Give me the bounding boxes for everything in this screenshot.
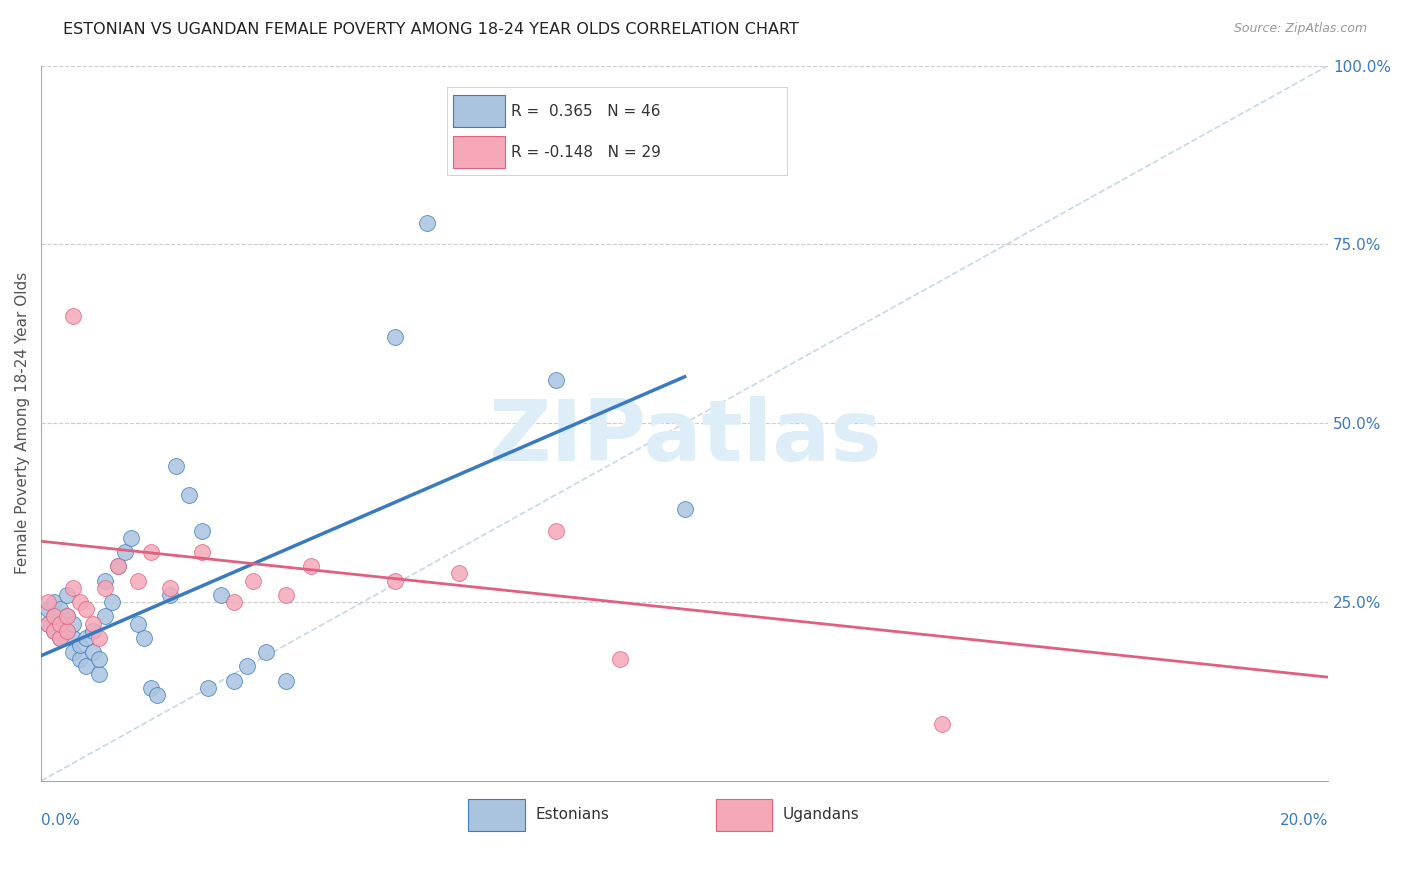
Point xyxy=(242,574,264,588)
Point xyxy=(224,673,246,688)
Point xyxy=(82,645,104,659)
Point xyxy=(62,631,84,645)
Point xyxy=(299,559,322,574)
Point xyxy=(274,673,297,688)
Point xyxy=(101,595,124,609)
Point xyxy=(49,631,72,645)
Point xyxy=(165,459,187,474)
Point xyxy=(37,602,59,616)
Point xyxy=(87,666,110,681)
Point xyxy=(62,616,84,631)
Point xyxy=(42,624,65,638)
Point xyxy=(94,581,117,595)
Point xyxy=(56,609,79,624)
Point xyxy=(49,616,72,631)
Point xyxy=(236,659,259,673)
Point xyxy=(416,216,439,230)
Point xyxy=(42,624,65,638)
Point xyxy=(139,681,162,695)
Point xyxy=(37,595,59,609)
Point xyxy=(179,488,201,502)
Point xyxy=(159,581,181,595)
Point xyxy=(224,595,246,609)
Point xyxy=(75,631,97,645)
Point xyxy=(82,616,104,631)
Point xyxy=(49,616,72,631)
Text: Source: ZipAtlas.com: Source: ZipAtlas.com xyxy=(1233,22,1367,36)
Point xyxy=(69,638,91,652)
Text: 20.0%: 20.0% xyxy=(1279,814,1329,828)
Point xyxy=(384,574,406,588)
Point xyxy=(107,559,129,574)
Point xyxy=(254,645,277,659)
Point xyxy=(75,659,97,673)
Y-axis label: Female Poverty Among 18-24 Year Olds: Female Poverty Among 18-24 Year Olds xyxy=(15,272,30,574)
Point xyxy=(82,624,104,638)
Point xyxy=(56,624,79,638)
Point xyxy=(139,545,162,559)
Point xyxy=(191,545,214,559)
Point xyxy=(75,602,97,616)
Point xyxy=(127,616,149,631)
Point xyxy=(49,602,72,616)
Point xyxy=(132,631,155,645)
Point xyxy=(69,595,91,609)
Point xyxy=(56,624,79,638)
Point xyxy=(56,609,79,624)
Point xyxy=(87,652,110,666)
Point xyxy=(127,574,149,588)
Point xyxy=(94,609,117,624)
Point xyxy=(544,373,567,387)
Point xyxy=(673,502,696,516)
Point xyxy=(544,524,567,538)
Point xyxy=(197,681,219,695)
Point xyxy=(42,609,65,624)
Point xyxy=(107,559,129,574)
Point xyxy=(62,581,84,595)
Point xyxy=(87,631,110,645)
Point xyxy=(449,566,471,581)
Point xyxy=(94,574,117,588)
Point xyxy=(49,631,72,645)
Text: 0.0%: 0.0% xyxy=(41,814,80,828)
Point xyxy=(62,309,84,323)
Point xyxy=(209,588,232,602)
Point xyxy=(114,545,136,559)
Text: ZIPatlas: ZIPatlas xyxy=(488,396,882,479)
Point xyxy=(62,645,84,659)
Point xyxy=(274,588,297,602)
Point xyxy=(56,588,79,602)
Point xyxy=(146,688,169,702)
Point xyxy=(609,652,631,666)
Point xyxy=(69,652,91,666)
Point xyxy=(120,531,142,545)
Point xyxy=(42,609,65,624)
Point xyxy=(37,616,59,631)
Point xyxy=(159,588,181,602)
Point xyxy=(37,616,59,631)
Point xyxy=(42,595,65,609)
Point xyxy=(191,524,214,538)
Text: ESTONIAN VS UGANDAN FEMALE POVERTY AMONG 18-24 YEAR OLDS CORRELATION CHART: ESTONIAN VS UGANDAN FEMALE POVERTY AMONG… xyxy=(63,22,799,37)
Point xyxy=(384,330,406,344)
Point xyxy=(931,716,953,731)
